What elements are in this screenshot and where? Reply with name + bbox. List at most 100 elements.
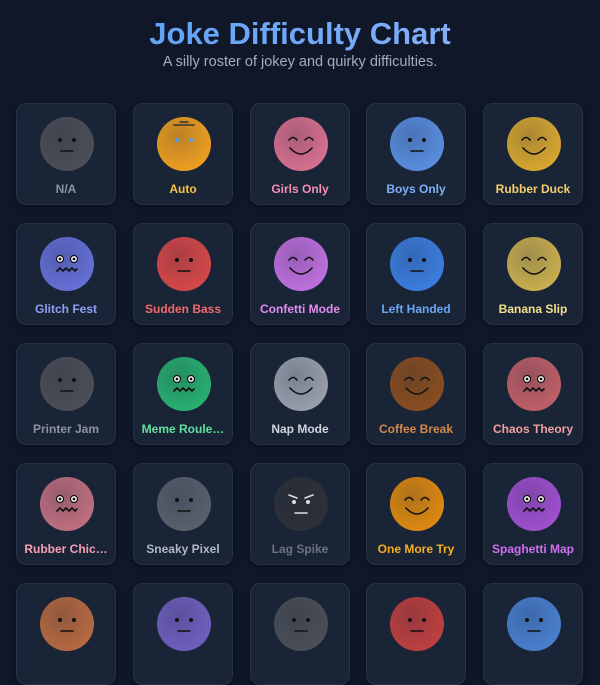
eyes [288, 256, 314, 261]
mouth [289, 267, 313, 275]
face-circle [507, 237, 561, 291]
difficulty-card[interactable]: Boys Only [366, 103, 466, 205]
face-circle [274, 477, 328, 531]
eyes [521, 136, 547, 141]
face-circle [390, 477, 444, 531]
face-circle [507, 597, 561, 651]
card-label: Rubber Duck [495, 182, 571, 196]
face [507, 357, 561, 411]
pupil [72, 497, 76, 501]
eye [175, 258, 179, 262]
face [390, 117, 444, 171]
eye [175, 618, 179, 622]
eye [72, 618, 76, 622]
pupil [539, 497, 543, 501]
face-circle [40, 117, 94, 171]
difficulty-card[interactable]: Sneaky Pixel [133, 463, 233, 565]
difficulty-card[interactable]: Left Handed [366, 223, 466, 325]
difficulty-card[interactable] [483, 583, 583, 685]
difficulty-card[interactable]: Printer Jam [16, 343, 116, 445]
eyes [404, 376, 430, 381]
card-label: Banana Slip [498, 302, 568, 316]
difficulty-card[interactable]: Girls Only [250, 103, 350, 205]
page: Joke Difficulty Chart A silly roster of … [16, 16, 583, 685]
face [40, 117, 94, 171]
card-label: Girls Only [271, 182, 329, 196]
card-label: Coffee Break [378, 422, 454, 436]
difficulty-card[interactable]: Nap Mode [250, 343, 350, 445]
card-label: Printer Jam [32, 422, 100, 436]
face-circle [507, 117, 561, 171]
card-label: Rubber Chic… [24, 542, 108, 556]
difficulty-card[interactable]: N/A [16, 103, 116, 205]
face [157, 597, 211, 651]
difficulty-card[interactable]: Chaos Theory [483, 343, 583, 445]
difficulty-card[interactable] [16, 583, 116, 685]
face [274, 357, 328, 411]
eye [58, 138, 62, 142]
face [274, 477, 328, 531]
difficulty-card[interactable]: Meme Roule… [133, 343, 233, 445]
face [274, 117, 328, 171]
difficulty-card[interactable] [133, 583, 233, 685]
face-circle [390, 357, 444, 411]
face-circle [40, 357, 94, 411]
card-label: N/A [55, 182, 77, 196]
card-label: One More Try [377, 542, 455, 556]
eye [175, 498, 179, 502]
card-label: Confetti Mode [260, 302, 340, 316]
pupil [189, 377, 193, 381]
eye [408, 618, 412, 622]
face-circle [274, 597, 328, 651]
eye [408, 258, 412, 262]
face-circle [274, 357, 328, 411]
face-circle [157, 237, 211, 291]
eye [189, 258, 193, 262]
pupil [58, 257, 62, 261]
difficulty-card[interactable]: Spaghetti Map [483, 463, 583, 565]
face-circle [157, 357, 211, 411]
face-circle [390, 117, 444, 171]
face [390, 597, 444, 651]
brows [288, 494, 314, 499]
face [40, 237, 94, 291]
card-label: Glitch Fest [34, 302, 97, 316]
difficulty-card[interactable]: Rubber Chic… [16, 463, 116, 565]
card-label: Lag Spike [271, 542, 329, 556]
difficulty-card[interactable] [250, 583, 350, 685]
face-circle [274, 117, 328, 171]
pupil [58, 497, 62, 501]
face [274, 237, 328, 291]
difficulty-card[interactable]: Auto [133, 103, 233, 205]
eye [189, 138, 193, 142]
face [157, 477, 211, 531]
eye [292, 618, 296, 622]
difficulty-card[interactable]: Glitch Fest [16, 223, 116, 325]
face-circle [274, 237, 328, 291]
eye [175, 138, 179, 142]
difficulty-card[interactable]: Sudden Bass [133, 223, 233, 325]
mouth [405, 387, 429, 395]
difficulty-card[interactable]: Rubber Duck [483, 103, 583, 205]
eye [189, 498, 193, 502]
card-label: Auto [169, 182, 197, 196]
difficulty-card[interactable] [366, 583, 466, 685]
pupil [525, 497, 529, 501]
difficulty-card[interactable]: Confetti Mode [250, 223, 350, 325]
eye [189, 618, 193, 622]
eye [306, 500, 310, 504]
difficulty-card[interactable]: Coffee Break [366, 343, 466, 445]
eye [422, 258, 426, 262]
face [390, 237, 444, 291]
difficulty-card[interactable]: Lag Spike [250, 463, 350, 565]
card-label: Meme Roule… [141, 422, 225, 436]
difficulty-card[interactable]: One More Try [366, 463, 466, 565]
eyes [521, 256, 547, 261]
difficulty-card[interactable]: Banana Slip [483, 223, 583, 325]
mouth [522, 147, 546, 155]
face-circle [40, 597, 94, 651]
mouth [523, 386, 545, 393]
face-circle [390, 237, 444, 291]
face [507, 117, 561, 171]
face-circle [157, 597, 211, 651]
